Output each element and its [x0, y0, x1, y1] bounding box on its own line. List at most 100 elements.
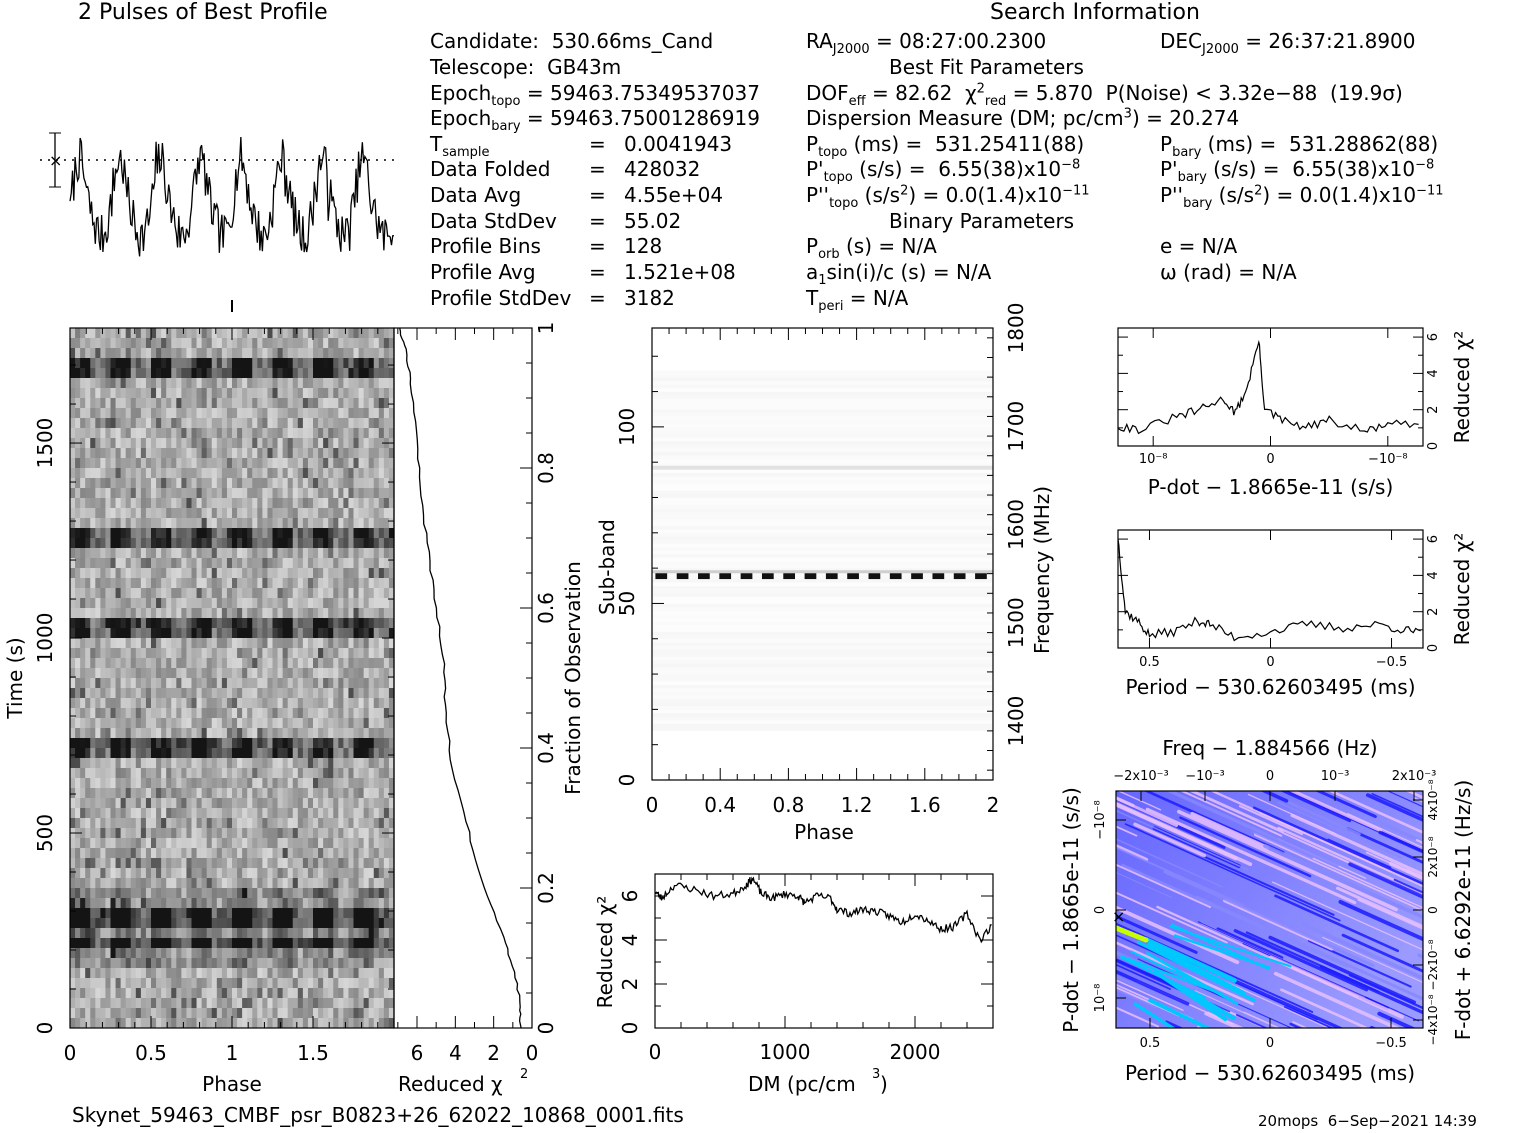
heatmap-cell — [115, 438, 122, 449]
heatmap-cell — [353, 938, 359, 949]
heatmap-cell — [252, 988, 258, 999]
heatmap-cell — [257, 478, 263, 489]
heatmap-cell — [95, 568, 101, 579]
heatmap-cell — [80, 948, 86, 959]
heatmap-cell — [85, 558, 91, 569]
heatmap-cell — [166, 848, 172, 859]
heatmap-cell — [140, 348, 147, 359]
heatmap-cell — [232, 808, 238, 819]
heatmap-cell — [292, 588, 299, 599]
heatmap-cell — [247, 988, 253, 999]
heatmap-cell — [373, 758, 380, 769]
heatmap-cell — [191, 818, 197, 829]
heatmap-cell — [166, 388, 172, 399]
heatmap-cell — [110, 828, 116, 839]
heatmap-cell — [338, 368, 344, 379]
heatmap-cell — [353, 658, 359, 669]
heatmap-cell — [166, 748, 172, 759]
heatmap-cell — [80, 528, 86, 539]
heatmap-cell — [232, 908, 238, 919]
heatmap-cell — [90, 328, 96, 339]
heatmap-cell — [75, 1008, 81, 1019]
heatmap-cell — [272, 768, 278, 779]
heatmap-cell — [313, 758, 319, 769]
heatmap-cell — [247, 468, 253, 479]
heatmap-cell — [383, 658, 390, 669]
heatmap-cell — [262, 858, 268, 869]
subband-row — [652, 476, 993, 481]
heatmap-cell — [388, 728, 395, 739]
heatmap-cell — [221, 408, 228, 419]
heatmap-cell — [373, 358, 380, 369]
heatmap-cell — [328, 368, 334, 379]
heatmap-cell — [80, 648, 86, 659]
heatmap-cell — [318, 518, 324, 529]
heatmap-cell — [181, 778, 187, 789]
heatmap-cell — [287, 398, 294, 409]
x-tick-label: 0 — [646, 793, 659, 817]
heatmap-cell — [373, 918, 380, 929]
heatmap-cell — [161, 938, 167, 949]
heatmap-cell — [297, 988, 304, 999]
y-tick-label: 6 — [1426, 333, 1441, 341]
heatmap-cell — [125, 468, 132, 479]
heatmap-cell — [206, 738, 213, 749]
heatmap-cell — [252, 518, 258, 529]
heatmap-cell — [282, 828, 289, 839]
subband-row — [652, 472, 993, 477]
heatmap-cell — [135, 958, 142, 969]
heatmap-cell — [313, 1008, 319, 1019]
heatmap-cell — [323, 388, 329, 399]
heatmap-cell — [353, 368, 359, 379]
heatmap-cell — [363, 538, 370, 549]
heatmap-cell — [363, 608, 370, 619]
heatmap-cell — [120, 358, 127, 369]
heatmap-cell — [110, 908, 116, 919]
heatmap-cell — [85, 368, 91, 379]
heatmap-cell — [257, 328, 263, 339]
heatmap-cell — [242, 848, 248, 859]
heatmap-cell — [262, 818, 268, 829]
heatmap-cell — [201, 1008, 208, 1019]
heatmap-cell — [156, 978, 162, 989]
heatmap-cell — [80, 378, 86, 389]
subband-row — [652, 681, 993, 685]
heatmap-cell — [196, 668, 203, 679]
subband-row — [652, 402, 993, 406]
heatmap-cell — [297, 748, 304, 759]
heatmap-cell — [206, 548, 213, 559]
heatmap-cell — [287, 528, 294, 539]
heatmap-cell — [140, 998, 147, 1009]
heatmap-cell — [378, 428, 385, 439]
heatmap-cell — [206, 558, 213, 569]
heatmap-cell — [221, 898, 228, 909]
heatmap-cell — [348, 728, 354, 739]
heatmap-cell — [171, 928, 177, 939]
heatmap-cell — [358, 728, 365, 739]
heatmap-cell — [75, 668, 81, 679]
heatmap-cell — [130, 518, 137, 529]
heatmap-cell — [161, 558, 167, 569]
heatmap-cell — [368, 448, 375, 459]
heatmap-cell — [272, 988, 278, 999]
heatmap-cell — [307, 648, 314, 659]
heatmap-cell — [373, 538, 380, 549]
heatmap-cell — [262, 738, 268, 749]
heatmap-cell — [156, 418, 162, 429]
heatmap-cell — [262, 798, 268, 809]
heatmap-cell — [125, 828, 132, 839]
heatmap-cell — [125, 568, 132, 579]
heatmap-cell — [237, 498, 243, 509]
heatmap-cell — [247, 448, 253, 459]
heatmap-cell — [242, 948, 248, 959]
heatmap-cell — [272, 348, 278, 359]
heatmap-cell — [267, 878, 273, 889]
heatmap-cell — [171, 518, 177, 529]
subband-row — [652, 610, 993, 615]
heatmap-cell — [247, 438, 253, 449]
heatmap-cell — [333, 798, 339, 809]
heatmap-cell — [378, 448, 385, 459]
heatmap-cell — [302, 568, 309, 579]
heatmap-cell — [95, 1008, 101, 1019]
heatmap-cell — [105, 418, 111, 429]
